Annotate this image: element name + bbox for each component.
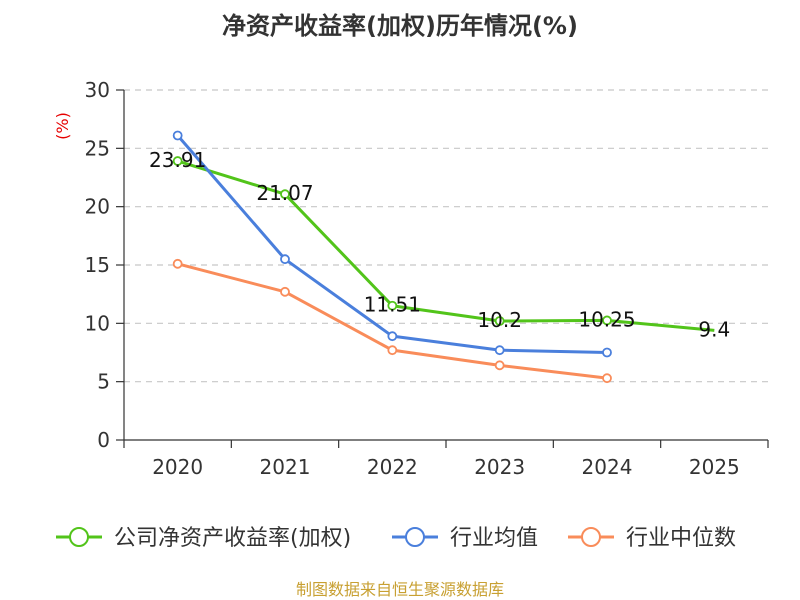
legend-swatch-marker xyxy=(69,527,89,547)
data-point xyxy=(172,156,183,166)
data-label: 21.07 xyxy=(256,181,313,205)
y-tick-label: 30 xyxy=(85,78,110,102)
data-source-note: 制图数据来自恒生聚源数据库 xyxy=(296,580,504,599)
legend-label: 行业中位数 xyxy=(626,526,736,551)
y-tick-label: 25 xyxy=(85,136,110,160)
data-point xyxy=(387,345,398,356)
series-line xyxy=(177,159,715,332)
data-point xyxy=(280,286,290,297)
legend-swatch-marker xyxy=(581,527,601,547)
data-point xyxy=(172,258,183,269)
data-point xyxy=(494,345,505,356)
data-point xyxy=(387,331,398,342)
y-tick-label: 20 xyxy=(85,195,110,219)
data-label: 10.2 xyxy=(477,308,522,332)
data-point xyxy=(494,316,505,326)
data-point xyxy=(494,360,505,371)
x-tick-label: 2025 xyxy=(689,455,740,479)
data-point xyxy=(602,373,612,384)
data-point xyxy=(280,254,290,265)
x-tick-label: 2020 xyxy=(152,455,203,479)
x-tick-label: 2024 xyxy=(582,455,633,479)
legend-label: 公司净资产收益率(加权) xyxy=(114,526,351,551)
data-label: 11.51 xyxy=(364,293,421,317)
y-tick-label: 15 xyxy=(85,253,110,277)
data-label: 23.91 xyxy=(149,148,206,172)
data-label: 9.4 xyxy=(698,317,730,341)
x-tick-label: 2021 xyxy=(260,455,311,479)
x-tick-label: 2023 xyxy=(474,455,525,479)
data-point xyxy=(280,189,290,200)
data-point xyxy=(602,347,612,358)
y-tick-label: 10 xyxy=(85,311,110,335)
x-tick-label: 2022 xyxy=(367,455,418,479)
legend-label: 行业均值 xyxy=(450,526,538,551)
legend-swatch-marker xyxy=(405,527,425,547)
y-axis-unit: (%) xyxy=(53,112,72,140)
chart-title: 净资产收益率(加权)历年情况(%) xyxy=(222,12,578,40)
y-tick-label: 0 xyxy=(97,428,110,452)
data-point xyxy=(172,130,183,141)
data-label: 10.25 xyxy=(578,307,635,331)
data-point xyxy=(387,300,398,311)
data-point xyxy=(602,315,612,326)
y-tick-label: 5 xyxy=(97,370,110,394)
